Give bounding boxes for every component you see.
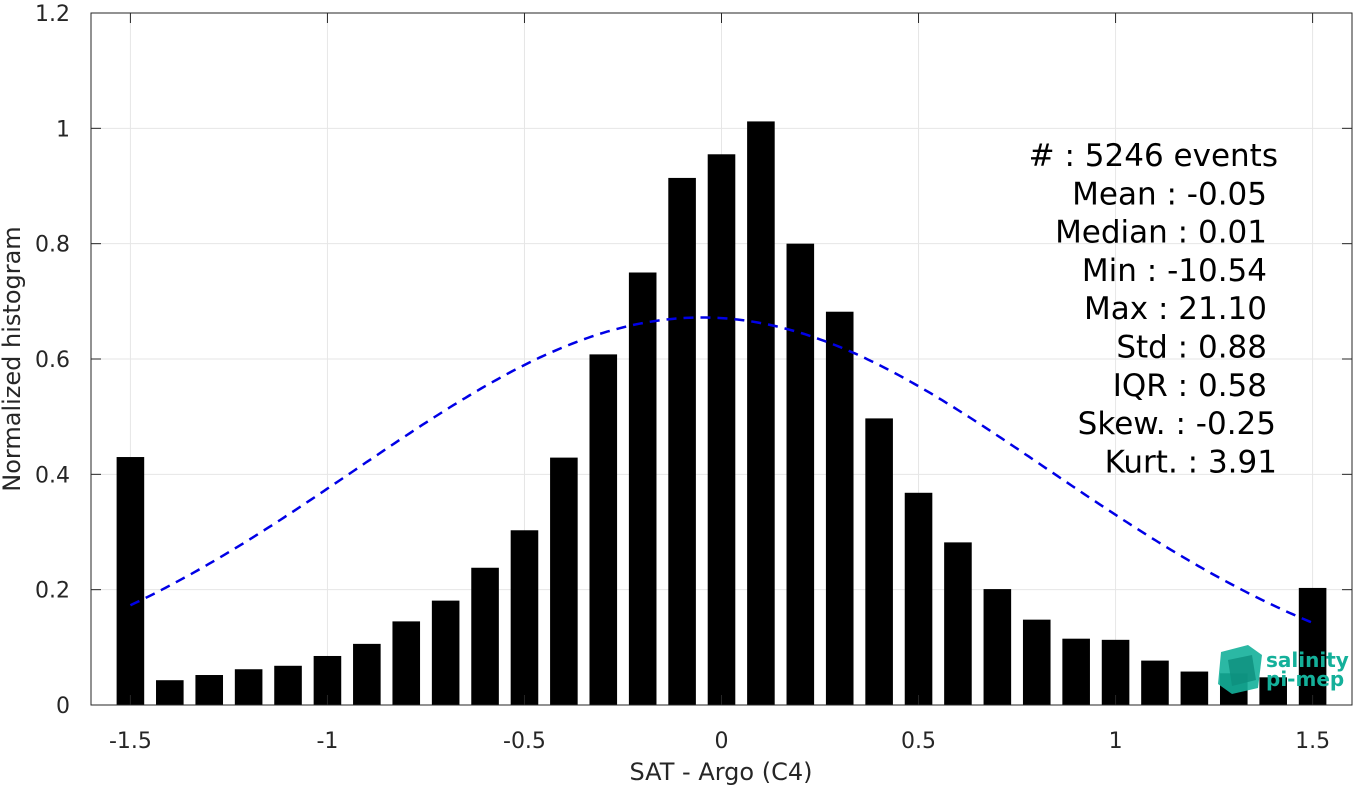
histogram-bar — [944, 542, 972, 705]
y-tick-label: 1 — [56, 117, 70, 142]
histogram-bar — [1062, 638, 1090, 705]
x-tick-label: -0.5 — [503, 729, 546, 754]
histogram-bar — [510, 530, 539, 705]
histogram-bar — [707, 154, 736, 706]
histogram-bar — [195, 675, 224, 705]
stats-annotation-line: Std : 0.88 — [1116, 330, 1267, 366]
y-tick-label: 1.2 — [35, 2, 70, 27]
histogram-bar — [825, 311, 854, 705]
axes — [90, 12, 1353, 706]
y-tick-labels: 0 0.2 0.4 0.6 0.8 1 1.2 — [35, 2, 70, 719]
bars — [116, 121, 1327, 706]
histogram-bar — [234, 669, 263, 705]
histogram-bar — [1101, 639, 1130, 705]
x-tick-label: 0.5 — [901, 729, 936, 754]
histogram-bar — [353, 643, 381, 705]
histogram-bar — [274, 665, 302, 705]
histogram-bar — [628, 272, 657, 705]
stats-annotation-line: Skew. : -0.25 — [1078, 406, 1276, 442]
stats-annotation-line: # : 5246 events — [1029, 138, 1278, 174]
salinity-pimep-logo: salinity pi-mep — [1218, 645, 1349, 694]
histogram-bar — [1259, 677, 1287, 705]
histogram-bar — [1298, 587, 1327, 705]
stats-annotation-line: Mean : -0.05 — [1072, 176, 1267, 212]
logo-text-line1: salinity — [1266, 648, 1349, 672]
x-tick-label: 0 — [715, 729, 729, 754]
histogram-bar — [1180, 671, 1209, 705]
histogram-bar — [865, 418, 893, 705]
histogram-bar — [550, 457, 578, 705]
histogram-bar — [471, 567, 499, 705]
x-tick-label: 1.5 — [1295, 729, 1330, 754]
x-tick-label: -1 — [316, 729, 338, 754]
stats-annotation-line: Kurt. : 3.91 — [1105, 444, 1277, 480]
histogram-bar — [589, 354, 618, 705]
gaussian-fit-line — [129, 316, 1314, 624]
y-tick-label: 0.8 — [35, 233, 70, 258]
histogram-bar — [983, 589, 1012, 705]
histogram-bar — [747, 121, 775, 705]
histogram-bar — [904, 492, 933, 705]
y-tick-label: 0.2 — [35, 579, 70, 604]
histogram-bar — [392, 621, 421, 705]
x-axis-label: SAT - Argo (C4) — [630, 758, 813, 786]
stats-annotation-line: Min : -10.54 — [1082, 253, 1267, 289]
histogram-bar — [1022, 619, 1051, 705]
x-tick-labels: -1.5 -1 -0.5 0 0.5 1 1.5 — [109, 729, 1330, 754]
histogram-bar — [668, 177, 696, 706]
histogram-bar — [116, 457, 145, 705]
stats-annotation-line: IQR : 0.58 — [1113, 368, 1267, 404]
y-tick-label: 0.6 — [35, 348, 70, 373]
histogram-bar — [156, 680, 184, 705]
histogram-bar — [431, 600, 460, 705]
y-tick-label: 0.4 — [35, 463, 70, 488]
logo-text-line2: pi-mep — [1266, 667, 1344, 691]
stats-annotation-line: Median : 0.01 — [1055, 215, 1267, 251]
histogram-bar — [1141, 660, 1169, 705]
y-tick-label: 0 — [56, 694, 70, 719]
y-axis-label: Normalized histogram — [0, 226, 26, 491]
stats-annotation-line: Max : 21.10 — [1084, 291, 1267, 327]
logo-emblem-icon — [1218, 645, 1262, 694]
x-tick-label: -1.5 — [109, 729, 152, 754]
histogram-bar — [786, 243, 815, 705]
x-tick-label: 1 — [1109, 729, 1123, 754]
